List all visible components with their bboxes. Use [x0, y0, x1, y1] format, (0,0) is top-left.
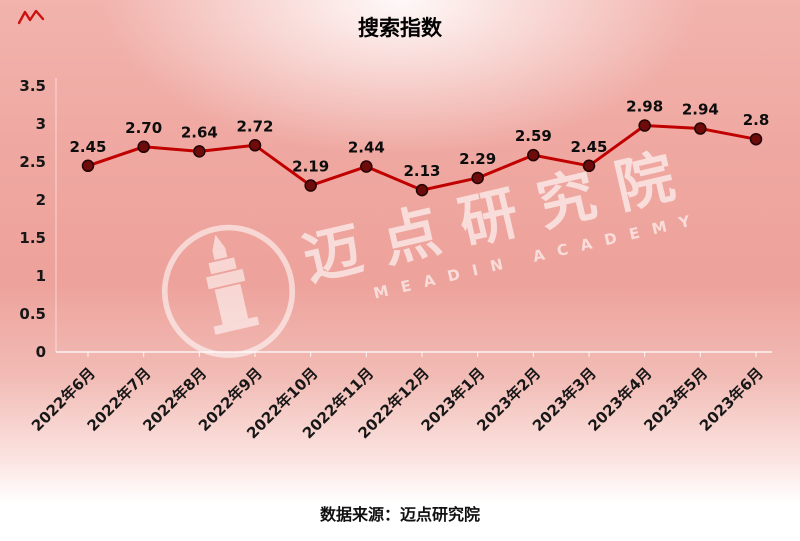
data-point-label: 2.13	[403, 162, 440, 180]
data-point-marker	[137, 140, 150, 154]
data-point-label: 2.64	[181, 123, 218, 141]
y-tick-label: 0.5	[19, 305, 46, 323]
data-point-marker	[360, 160, 373, 173]
y-tick-label: 1	[36, 267, 46, 285]
data-point-marker	[638, 119, 651, 132]
data-point-marker	[749, 132, 763, 146]
y-tick-label: 3.5	[19, 77, 46, 95]
data-point-marker	[415, 183, 429, 197]
y-tick-label: 3	[36, 115, 46, 133]
data-point-marker	[248, 139, 262, 152]
y-tick-label: 2	[36, 191, 46, 209]
data-point-marker	[304, 179, 317, 192]
data-point-marker	[193, 145, 206, 158]
data-point-label: 2.45	[69, 138, 106, 156]
data-point-label: 2.29	[459, 150, 496, 168]
y-tick-label: 0	[36, 343, 46, 361]
chart-title: 搜索指数	[358, 16, 442, 40]
data-point-label: 2.45	[570, 138, 607, 156]
data-point-marker	[694, 122, 707, 135]
data-point-label: 2.72	[236, 117, 273, 135]
data-point-label: 2.70	[125, 119, 162, 137]
data-source-note: 数据来源：迈点研究院	[319, 505, 480, 524]
data-point-label: 2.98	[626, 98, 663, 116]
data-point-label: 2.8	[743, 111, 770, 129]
data-point-label: 2.19	[292, 158, 329, 176]
data-point-marker	[582, 159, 596, 173]
y-tick-label: 2.5	[19, 153, 46, 171]
data-point-marker	[81, 159, 95, 173]
data-point-marker	[471, 171, 484, 185]
data-point-marker	[527, 148, 540, 162]
data-point-label: 2.44	[348, 139, 385, 157]
y-tick-label: 1.5	[19, 229, 46, 247]
corner-logo-mark	[17, 9, 45, 25]
data-point-label: 2.59	[515, 127, 552, 145]
data-point-label: 2.94	[682, 101, 719, 119]
